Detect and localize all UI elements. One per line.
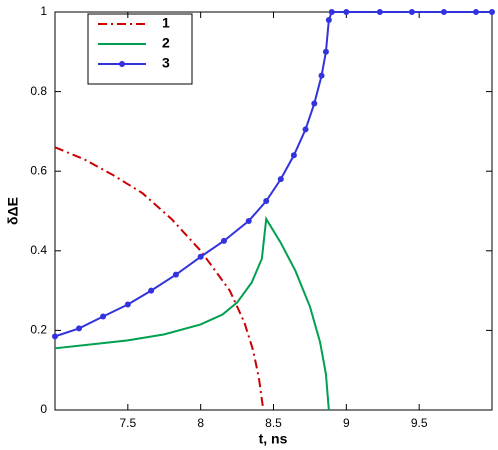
series-marker (328, 9, 335, 15)
series-marker (100, 313, 107, 320)
y-tick-label: 0.2 (30, 323, 47, 337)
series-marker (489, 9, 495, 15)
legend-label: 2 (162, 35, 170, 51)
series-marker (76, 325, 83, 332)
y-axis-label: δΔE (5, 197, 21, 225)
y-tick-label: 0.4 (30, 243, 47, 257)
series-marker (172, 271, 179, 278)
series-marker (52, 333, 58, 340)
series-marker (290, 152, 297, 159)
series-marker (318, 72, 325, 79)
x-tick-label: 9.5 (411, 416, 428, 430)
legend-label: 3 (162, 55, 170, 71)
series-marker (408, 9, 415, 15)
series-marker (440, 9, 447, 15)
series-marker (245, 217, 252, 224)
x-axis-label: t, ns (259, 431, 288, 447)
x-tick-label: 7.5 (119, 416, 136, 430)
series-marker (124, 301, 131, 308)
series-marker (263, 198, 270, 205)
series-marker (322, 48, 329, 55)
series-marker (325, 16, 332, 23)
series-marker (220, 237, 227, 244)
series-marker (376, 9, 383, 15)
legend-box (87, 13, 193, 85)
series-marker (311, 100, 318, 107)
x-tick-label: 8 (197, 416, 204, 430)
series-line (54, 146, 265, 411)
y-tick-label: 0.8 (30, 84, 47, 98)
series-marker (277, 176, 284, 183)
series-marker (302, 126, 309, 133)
y-tick-label: 0 (40, 402, 47, 416)
series-line (54, 215, 330, 411)
series-marker (197, 253, 204, 260)
y-tick-label: 0.6 (30, 163, 47, 177)
series-marker (343, 9, 350, 15)
x-tick-label: 9 (343, 416, 350, 430)
y-tick-label: 1 (40, 4, 47, 18)
legend-label: 1 (162, 15, 170, 31)
x-tick-label: 8.5 (265, 416, 282, 430)
series-marker (148, 287, 155, 294)
series-marker (472, 9, 479, 15)
legend-marker (119, 61, 125, 67)
series-line (54, 11, 492, 338)
